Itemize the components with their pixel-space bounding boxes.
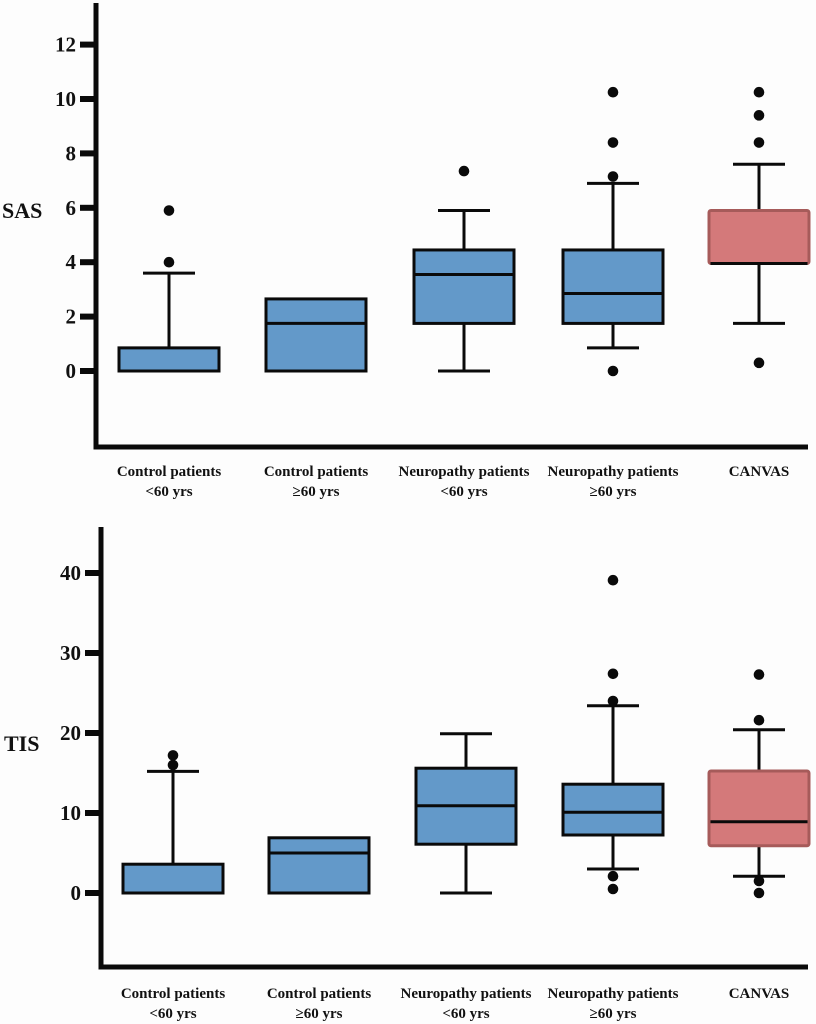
- category-label: Neuropathy patients: [399, 464, 530, 480]
- y-tick-label: 10: [55, 87, 76, 111]
- y-tick-label: 0: [71, 881, 82, 905]
- box-group: [264, 297, 368, 373]
- outlier-point: [607, 574, 619, 586]
- outlier-point: [607, 365, 619, 377]
- box-group: [412, 165, 516, 373]
- y-tick-label: 0: [66, 359, 77, 383]
- box-group: [561, 86, 665, 377]
- outlier-point: [753, 875, 765, 887]
- outlier-point: [607, 695, 619, 707]
- category-label: Neuropathy patients: [548, 986, 679, 1002]
- y-tick-label: 20: [60, 721, 81, 745]
- box-group: [267, 836, 371, 895]
- box: [264, 297, 368, 373]
- box-group: [707, 86, 811, 369]
- y-axis-title: TIS: [4, 731, 39, 756]
- outlier-point: [167, 759, 179, 771]
- outlier-point: [607, 86, 619, 98]
- box: [412, 248, 516, 325]
- y-tick-label: 12: [55, 33, 76, 57]
- box-group: [707, 669, 811, 899]
- category-label: Control patients: [121, 986, 225, 1002]
- y-tick-label: 6: [66, 196, 77, 220]
- box-group: [117, 205, 221, 373]
- category-sublabel: <60 yrs: [440, 484, 487, 500]
- y-tick-label: 30: [60, 641, 81, 665]
- box-group: [561, 574, 665, 895]
- category-label: Control patients: [267, 986, 371, 1002]
- outlier-point: [607, 668, 619, 680]
- outlier-point: [753, 137, 765, 148]
- outlier-point: [607, 883, 619, 895]
- box: [561, 248, 665, 325]
- outlier-point: [753, 669, 765, 680]
- y-axis-title: SAS: [2, 198, 42, 223]
- category-sublabel: <60 yrs: [145, 484, 192, 500]
- outlier-point: [753, 357, 765, 369]
- category-sublabel: <60 yrs: [442, 1006, 489, 1022]
- outlier-point: [753, 86, 765, 98]
- category-sublabel: ≥60 yrs: [590, 1006, 637, 1022]
- category-label: CANVAS: [729, 464, 790, 480]
- outlier-point: [163, 205, 175, 216]
- box-group: [121, 750, 225, 895]
- outlier-point: [753, 714, 765, 726]
- y-tick-label: 8: [66, 141, 77, 165]
- box: [707, 209, 811, 266]
- y-tick-label: 2: [66, 305, 77, 329]
- tis-boxplot-panel: TIS 0 10 20 30 40 Control patients <60 yrs Cont…: [4, 527, 811, 1022]
- category-sublabel: ≥60 yrs: [293, 484, 340, 500]
- category-label: Control patients: [117, 464, 221, 480]
- outlier-point: [607, 137, 619, 148]
- outlier-point: [753, 110, 765, 121]
- outlier-point: [753, 887, 765, 899]
- category-label: Control patients: [264, 464, 368, 480]
- outlier-point: [163, 256, 175, 268]
- category-sublabel: ≥60 yrs: [296, 1006, 343, 1022]
- y-tick-label: 40: [60, 561, 81, 585]
- category-label: CANVAS: [729, 986, 790, 1002]
- box: [707, 769, 811, 848]
- box: [267, 836, 371, 895]
- box: [561, 782, 665, 837]
- category-sublabel: <60 yrs: [149, 1006, 196, 1022]
- box: [121, 862, 225, 895]
- category-label: Neuropathy patients: [548, 464, 679, 480]
- outlier-point: [607, 870, 619, 882]
- category-sublabel: ≥60 yrs: [590, 484, 637, 500]
- box-group: [414, 732, 518, 895]
- y-tick-label: 4: [66, 250, 77, 274]
- category-label: Neuropathy patients: [401, 986, 532, 1002]
- outlier-point: [167, 750, 179, 761]
- y-tick-label: 10: [60, 801, 81, 825]
- outlier-point: [607, 171, 619, 182]
- box: [117, 346, 221, 373]
- sas-boxplot-panel: SAS 0 2 4 6 8 10 12 Control patients <60 yrs Cont…: [2, 3, 811, 500]
- outlier-point: [458, 165, 470, 177]
